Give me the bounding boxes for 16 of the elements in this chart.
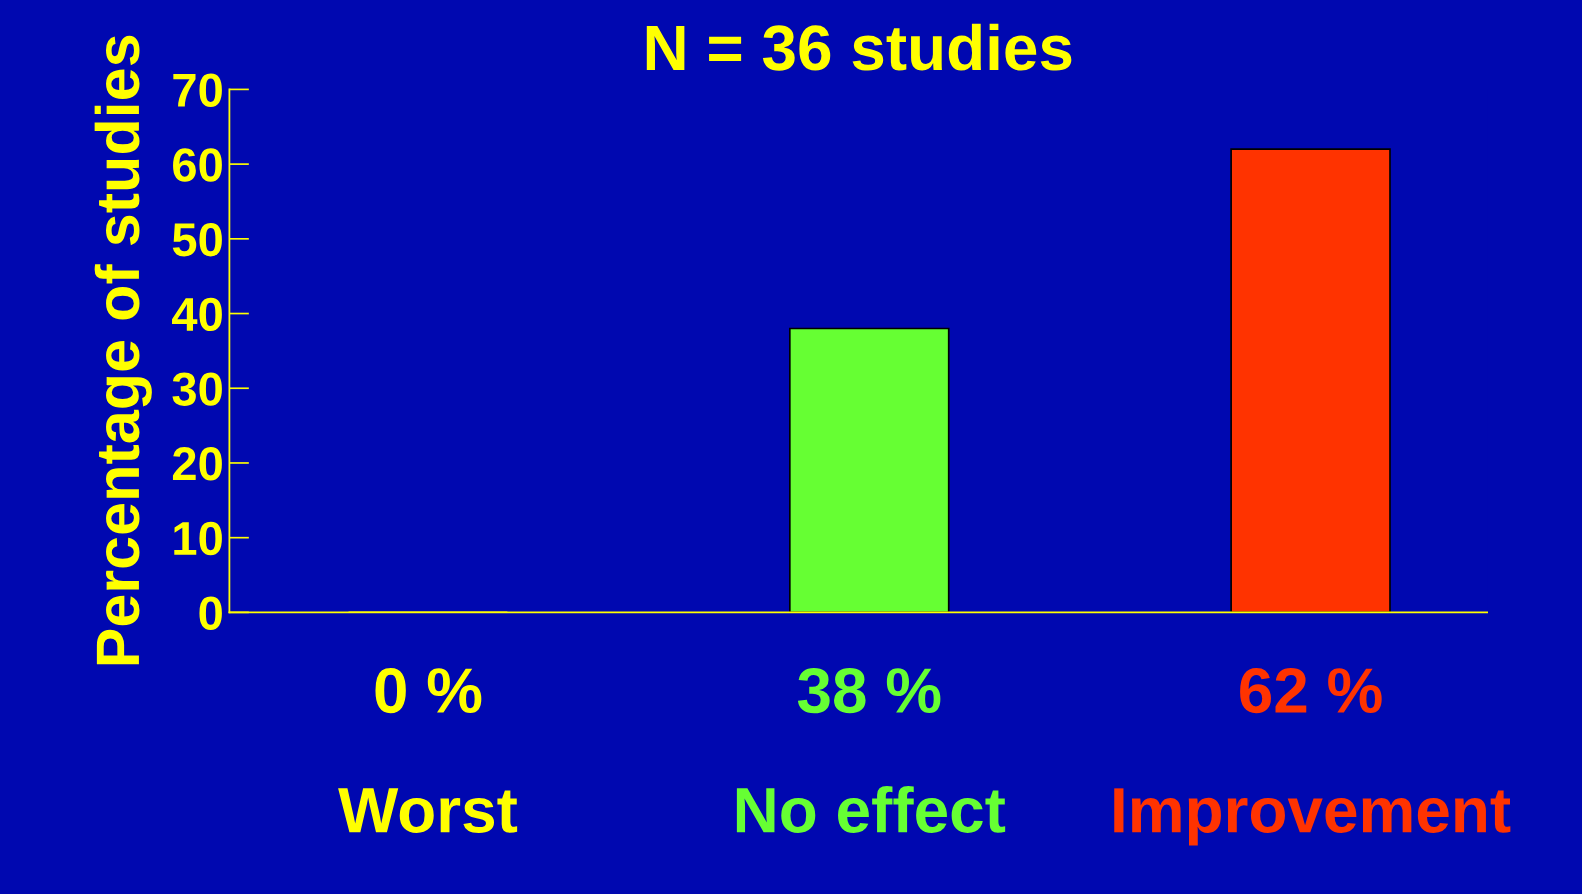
y-tick-label: 0: [199, 596, 222, 630]
y-tick-label: 30: [172, 372, 222, 406]
x-tick-label: Improvement: [1114, 788, 1511, 846]
y-tick-label: 70: [173, 73, 222, 107]
chart-title: N = 36 studies: [646, 23, 1072, 71]
x-tick-label: Worst: [338, 788, 518, 833]
y-tick-label: 50: [172, 222, 222, 257]
y-axis-title: Percentage of studies: [94, 35, 152, 665]
y-tick-label: 20: [172, 447, 222, 481]
y-tick-label: 60: [173, 148, 222, 182]
x-tick-label: No effect: [736, 786, 1006, 833]
data-label: 62 %: [1240, 667, 1382, 714]
y-tick-label: 10: [174, 521, 222, 556]
y-tick-label: 40: [172, 297, 222, 332]
data-label: 0 %: [375, 667, 482, 714]
data-label: 38 %: [797, 667, 941, 714]
